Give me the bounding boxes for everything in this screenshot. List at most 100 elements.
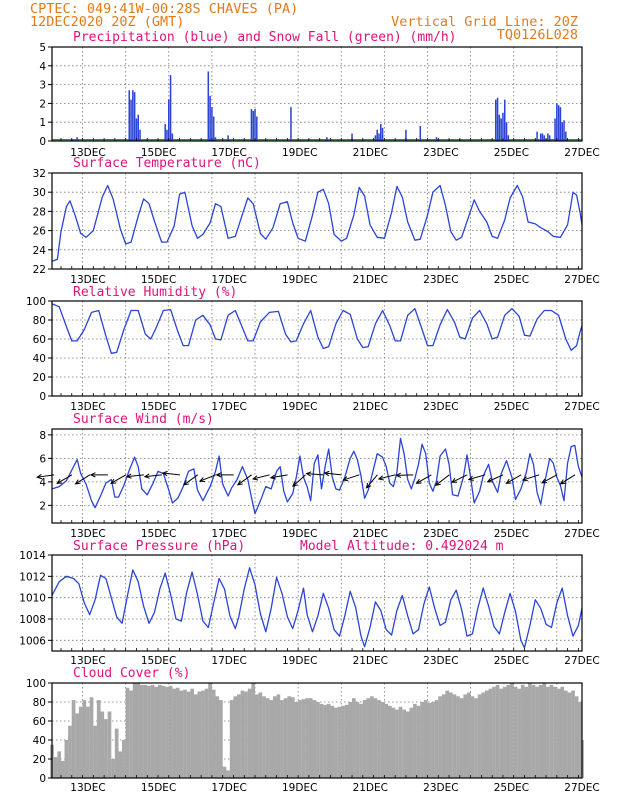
precip-ytick-label: 3 [39,80,46,92]
precipitation-bar [166,129,168,141]
cloud-cover-bar [269,700,274,778]
humidity-ytick-label: 40 [33,353,46,365]
cloud-cover-bar [172,688,177,778]
wind-arrow [306,473,324,476]
wind-arrow-head [110,478,117,484]
pressure-plot-area [52,555,582,651]
precipitation-bar [543,135,546,141]
cloud-cover-bar [240,690,245,778]
cloud-cover-bar [334,707,338,778]
cloud-cover-bar [413,703,417,778]
pressure-xtick-label: 23DEC [423,655,458,667]
wind-xtick-label: 23DEC [423,528,458,540]
cloud-cover-bar [68,725,72,778]
precipitation-bar [500,118,502,141]
precip-xtick-label: 25DEC [494,147,529,159]
wind-arrow-head [305,471,312,477]
cloud-frame [51,682,583,779]
cloud-cover-bar [82,700,87,778]
cloud-cover-bar [542,683,547,778]
wind-arrow-head [415,478,422,484]
wind-ytick-label: 8 [39,430,46,442]
cloud-cover-bar [456,696,460,778]
precipitation-bar [539,133,542,141]
cloud-cover-bar [506,684,511,778]
cloud-xtick-label: 27DEC [564,782,599,794]
temperature-xtick-label: 17DEC [211,274,246,286]
cloud-cover-bar [427,702,432,778]
wind-arrow [396,474,414,476]
precip-xtick-label: 13DEC [70,147,105,159]
wind-arrow [451,474,468,483]
cloud-cover-bar [165,686,169,778]
wind-frame [51,428,583,524]
wind-arrow-head [377,475,384,481]
cloud-cover-bar [366,698,371,778]
model-altitude: Model Altitude: 0.492024 m [300,539,504,554]
cloud-cover-bar [150,684,155,778]
cloud-cover-bar [53,757,58,778]
cloud-cover-bar [290,697,295,778]
precipitation-bar [376,129,378,141]
cloud-cover-bar [161,685,166,778]
precip-xtick-label: 17DEC [211,147,246,159]
wind-arrow [541,474,558,484]
cloud-ytick-label: 80 [33,697,46,709]
cloud-cover-bar [416,705,421,778]
wind-arrow [366,474,378,489]
cloud-cover-bar [466,692,471,778]
cloud-xtick-label: 23DEC [423,782,458,794]
cloud-cover-bar [57,751,62,778]
cloud-cover-bar [254,694,259,778]
wind-arrow [522,474,540,481]
wind-arrow-head [251,475,259,481]
cloud-cover-bar [510,683,514,778]
wind-arrow-head [198,477,205,483]
panel-wind: Surface Wind (m/s) 2 4 6 8 13DEC 15DEC 17DEC 19… [36,412,600,540]
precipitation-bar [169,75,172,141]
wind-xtick-label: 25DEC [494,528,529,540]
precipitation-bar [507,135,510,141]
precipitation-bar [212,116,215,141]
precipitation-bar [498,114,501,141]
temperature-xtick-label: 23DEC [423,274,458,286]
cloud-cover-bar [495,684,500,778]
wind-arrow [324,472,342,476]
cloud-cover-bar [107,711,112,778]
cloud-xtick-label: 17DEC [211,782,246,794]
cloud-cover-bar [136,683,141,778]
cloud-cover-bar [391,707,396,778]
cloud-cover-bar [197,691,202,778]
precipitation-bar [351,133,353,141]
cloud-cover-bar [513,686,518,778]
pressure-xtick-label: 21DEC [353,655,388,667]
wind-xtick-label: 19DEC [282,528,317,540]
cloud-cover-bar [449,692,453,778]
cloud-cover-bar [190,688,194,778]
cloud-cover-title: Cloud Cover (%) [73,666,190,681]
precipitation-bar [563,120,565,141]
cloud-cover-bar [175,687,180,778]
cloud-cover-bar [560,686,565,778]
humidity-ytick-label: 80 [33,315,46,327]
cloud-cover-bar [319,703,324,778]
wind-arrow-head [323,470,330,477]
cloud-cover-bar [517,688,521,778]
cloud-cover-bar [71,700,76,778]
wind-arrow [416,474,432,484]
header-station: CPTEC: 049:41W-00:28S CHAVES (PA) [30,1,298,17]
humidity-xtick-label: 15DEC [141,401,176,413]
humidity-series-line [51,303,583,354]
cloud-cover-bar [312,700,317,778]
precipitation-bar [252,110,254,141]
precipitation-bar [132,90,134,141]
wind-arrow-head [161,470,168,477]
wind-arrow-head [74,479,81,485]
precipitation-bar [556,103,558,141]
cloud-cover-bar [520,684,525,778]
pressure-frame [51,554,583,652]
precipitation-bar [250,109,253,141]
cloud-cover-bar [445,690,450,778]
cloud-cover-bar [139,684,144,778]
cloud-cover-bar [287,696,291,778]
